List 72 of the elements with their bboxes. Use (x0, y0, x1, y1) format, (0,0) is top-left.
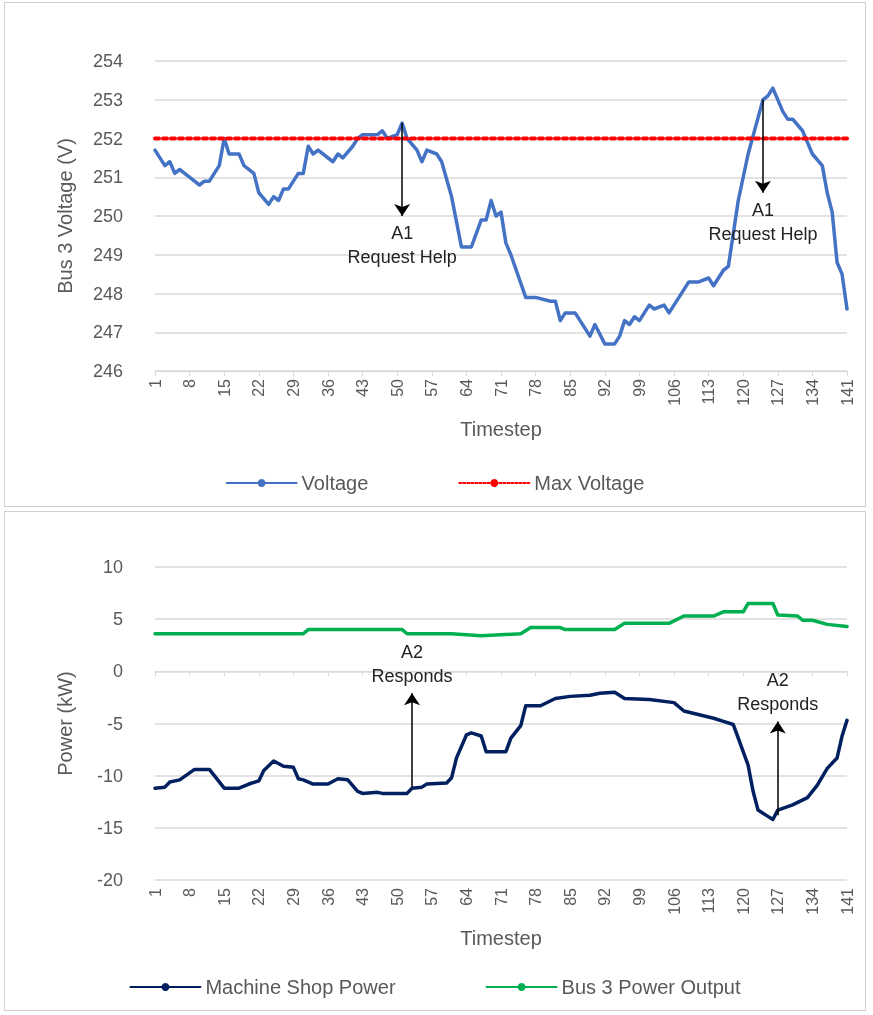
y-tick-label: 249 (92, 244, 123, 265)
annotation: A1 Request Help (347, 223, 457, 267)
x-tick-label: 113 (700, 378, 718, 405)
x-axis-title: Timestep (460, 418, 542, 440)
x-tick-label: 1 (146, 378, 164, 388)
x-tick-label: 127 (769, 887, 787, 915)
legend-label: Bus 3 Power Output (561, 976, 741, 998)
annotation: A2 Responds (371, 642, 453, 687)
x-tick-label: 57 (423, 378, 441, 397)
x-tick-label: 78 (527, 378, 545, 397)
y-axis-title: Bus 3 Voltage (V) (54, 138, 76, 294)
y-tick-label: 251 (92, 167, 123, 188)
x-tick-label: 92 (596, 887, 614, 906)
x-tick-label: 134 (803, 378, 821, 406)
x-tick-label: 99 (630, 887, 648, 906)
x-tick-label: 127 (769, 378, 787, 406)
x-tick-label: 64 (457, 887, 475, 906)
line-series (153, 690, 849, 822)
line-series (153, 601, 849, 638)
line-series (153, 86, 849, 346)
y-tick-label: 10 (102, 557, 123, 577)
x-tick-label: 29 (284, 887, 302, 906)
y-tick-label: 0 (112, 661, 123, 682)
y-tick-label: -5 (106, 713, 123, 734)
y-tick-label: 5 (112, 609, 123, 630)
x-tick-label: 71 (492, 378, 510, 397)
y-tick-label: 246 (92, 361, 123, 381)
x-tick-label: 29 (284, 378, 302, 397)
legend-label: Max Voltage (534, 472, 645, 494)
annotation: A2 Responds (737, 670, 819, 715)
x-tick-label: 15 (215, 378, 233, 397)
x-tick-label: 120 (734, 887, 752, 915)
x-tick-label: 15 (215, 887, 233, 906)
x-tick-label: 50 (388, 887, 406, 906)
x-tick-label: 141 (838, 887, 856, 915)
y-tick-label: 254 (92, 51, 123, 71)
y-tick-label: -10 (96, 765, 123, 786)
x-tick-label: 85 (561, 378, 579, 397)
x-tick-label: 43 (354, 887, 372, 906)
x-tick-label: 99 (630, 378, 648, 397)
y-tick-label: -20 (96, 870, 123, 890)
y-tick-label: -15 (96, 817, 123, 838)
x-tick-label: 78 (527, 887, 545, 906)
legend-label: Machine Shop Power (205, 976, 396, 998)
x-tick-label: 85 (561, 887, 579, 906)
x-tick-label: 134 (803, 887, 821, 915)
x-tick-label: 106 (665, 887, 683, 915)
y-tick-label: 250 (92, 206, 123, 226)
y-tick-label: 253 (92, 89, 123, 110)
x-tick-label: 50 (388, 378, 406, 397)
y-tick-label: 248 (92, 283, 123, 304)
x-tick-label: 43 (354, 378, 372, 397)
x-tick-label: 8 (181, 887, 199, 897)
x-tick-label: 64 (457, 378, 475, 397)
y-axis-title: Power (kW) (54, 671, 76, 776)
x-tick-label: 113 (700, 887, 718, 914)
x-tick-label: 1 (146, 887, 164, 897)
x-tick-label: 36 (319, 887, 337, 906)
x-tick-label: 22 (250, 887, 268, 906)
x-tick-label: 8 (181, 378, 199, 388)
legend-label: Voltage (301, 472, 369, 494)
x-tick-label: 141 (838, 378, 856, 406)
y-tick-label: 247 (92, 322, 123, 343)
x-tick-label: 106 (665, 378, 683, 406)
x-axis-title: Timestep (460, 927, 542, 949)
x-tick-label: 36 (319, 378, 337, 397)
y-tick-label: 252 (92, 128, 123, 149)
x-tick-label: 92 (596, 378, 614, 397)
x-tick-label: 120 (734, 378, 752, 406)
x-tick-label: 22 (250, 378, 268, 397)
x-tick-label: 71 (492, 887, 510, 906)
x-tick-label: 57 (423, 887, 441, 906)
